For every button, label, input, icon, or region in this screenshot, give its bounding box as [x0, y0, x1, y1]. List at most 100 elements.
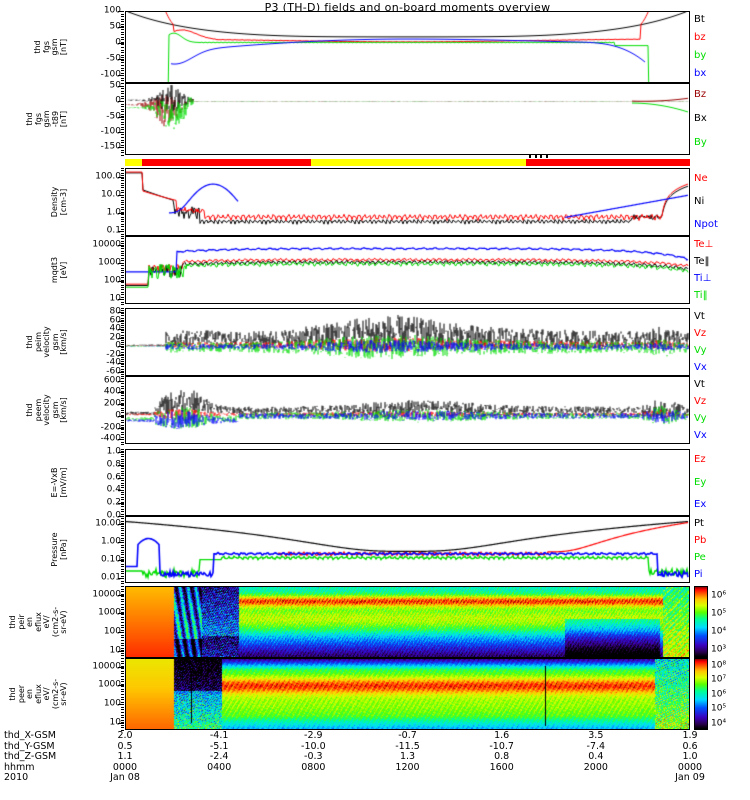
- colorbar-tick-label: 10⁸: [711, 660, 727, 671]
- axis-cell: 0400: [207, 761, 232, 773]
- colorbar-tick-label: 10³: [711, 644, 727, 655]
- colorbar-tick-label: 10⁷: [711, 674, 727, 685]
- status-bar: [125, 155, 690, 166]
- ytick-label: 40: [109, 323, 121, 334]
- ylabel-peim-velocity: thd peim velocity gsm [km/s]: [24, 326, 68, 358]
- status-segment: [141, 159, 312, 166]
- axis-cell: -11.5: [395, 740, 420, 752]
- axis-cell: 1200: [395, 761, 420, 773]
- ytick-label: -100: [100, 69, 121, 80]
- axis-cell: 0.8: [494, 751, 510, 762]
- legend-item-Ne: Ne: [694, 173, 708, 185]
- ytick-label: 10: [109, 645, 121, 656]
- ytick-labels-pressure: 10.00 1.00 0.10 0.01: [73, 516, 121, 583]
- axis-cell: 0.6: [682, 740, 698, 752]
- legend-item-bx: bx: [694, 68, 707, 79]
- ytick-label: 1.00: [100, 536, 121, 547]
- ylabel-peir-spectrogram: thd peir en eflux eV/(cm2-s-sr-eV): [7, 606, 68, 638]
- legend-item-Vz: Vz: [694, 395, 707, 407]
- colorbar-tick-label: 10⁵: [711, 703, 727, 714]
- legend-item-Pi: Pi: [694, 568, 703, 580]
- ytick-label: 10000: [92, 239, 121, 250]
- legend-item-Bx: Bx: [694, 113, 707, 124]
- ytick-label: 100: [103, 5, 121, 16]
- axis-cell: -0.7: [398, 730, 417, 741]
- axis-cell: -4.1: [209, 730, 229, 741]
- legend-item-Vz: Vz: [694, 327, 707, 339]
- plot-canvas-fgs-gsm: [126, 12, 689, 82]
- ytick-label: 1000: [98, 679, 121, 690]
- plot-canvas-temperature: [126, 237, 689, 303]
- legend-item-Bz: Bz: [694, 89, 707, 100]
- ytick-label: 50: [109, 80, 121, 91]
- axis-row-label: thd_Y-GSM: [4, 740, 55, 752]
- panel-temperature: [125, 236, 690, 304]
- axis-cell: -2.4: [209, 751, 229, 762]
- ytick-label: 600: [103, 375, 121, 386]
- axis-cell: -10.7: [489, 740, 514, 752]
- panel-fgs-gsm-t89: [125, 83, 690, 155]
- ytick-label: 0.4: [106, 484, 121, 495]
- ytick-marks-peem-velocity: [0, 376, 124, 445]
- plot-canvas-fgs-gsm-t89: [126, 84, 689, 154]
- ytick-label: 0.6: [106, 472, 121, 483]
- axis-row-label: thd_X-GSM: [4, 730, 56, 741]
- ytick-label: 10.00: [95, 518, 121, 529]
- plot-canvas-peer-spectrogram: [126, 659, 689, 729]
- status-mark: [545, 155, 548, 158]
- legend-item-Ez: Ez: [694, 454, 706, 466]
- plot-canvas-peem-velocity: [126, 377, 689, 443]
- ytick-label: 10: [109, 717, 121, 728]
- ylabel-pressure: Pressure [nPa]: [50, 532, 68, 567]
- ytick-labels-efield: 1.0 0.8 0.6 0.4 0.2 0.0: [73, 446, 121, 520]
- colorbar-tick-label: 10⁴: [711, 626, 727, 637]
- ytick-labels-peir-spectrogram: 10000 1000 100 10: [73, 586, 121, 658]
- ytick-label: 50: [109, 21, 121, 32]
- legend-item-Te: Te⊥: [694, 238, 714, 250]
- axis-cell: 0800: [301, 761, 326, 773]
- panel-peer-spectrogram: [125, 658, 690, 730]
- ytick-label: 80: [109, 306, 121, 317]
- legend-item-Vt: Vt: [694, 310, 705, 322]
- ytick-label: -40: [106, 357, 121, 368]
- ytick-label: -20: [106, 349, 121, 360]
- ytick-label: 0.10: [100, 554, 121, 565]
- axis-cell: -10.0: [301, 740, 326, 752]
- axis-cell: 0000: [112, 761, 138, 773]
- plot-canvas-efield: [126, 450, 689, 515]
- ytick-label: 1000: [98, 257, 121, 268]
- ylabel-fgs-gsm-t89: thd fgs gsm -t89 [nT]: [24, 110, 68, 128]
- legend-item-bz: bz: [694, 32, 706, 43]
- legend-item-Ti: Ti‖: [694, 289, 708, 301]
- legend-item-Vy: Vy: [694, 344, 707, 356]
- legend-item-Pe: Pe: [694, 551, 706, 563]
- ytick-labels-peim-velocity: 806040200-20-40-60: [73, 306, 121, 377]
- ytick-label: 10: [109, 293, 121, 304]
- ytick-label: 10.0: [100, 189, 121, 200]
- panel-peim-velocity: [125, 308, 690, 376]
- status-segment: [311, 159, 527, 166]
- ytick-label: -400: [100, 433, 121, 444]
- ytick-label: 100: [103, 698, 121, 709]
- ytick-label: 0: [115, 341, 121, 351]
- axis-cell: 2.0: [117, 730, 133, 741]
- panel-fgs-gsm: [125, 11, 690, 83]
- ytick-label: 1.0: [106, 446, 121, 457]
- ytick-label: 0.8: [106, 459, 121, 470]
- ytick-marks-fgs-gsm-t89: [0, 83, 124, 156]
- colorbar-peer-spectrogram: [694, 658, 708, 730]
- plot-canvas-density: [126, 169, 689, 235]
- status-mark: [534, 155, 537, 158]
- status-segment: [125, 159, 142, 166]
- ytick-label: 60: [109, 315, 121, 326]
- legend-item-Pb: Pb: [694, 535, 707, 547]
- ytick-label: 20: [109, 332, 121, 343]
- ytick-label: -60: [106, 366, 121, 377]
- axis-cell: 0.4: [588, 751, 604, 762]
- panel-peem-velocity: [125, 376, 690, 444]
- ytick-label: 0: [115, 96, 121, 106]
- ytick-label: 200: [103, 398, 121, 409]
- legend-item-By: By: [694, 137, 707, 148]
